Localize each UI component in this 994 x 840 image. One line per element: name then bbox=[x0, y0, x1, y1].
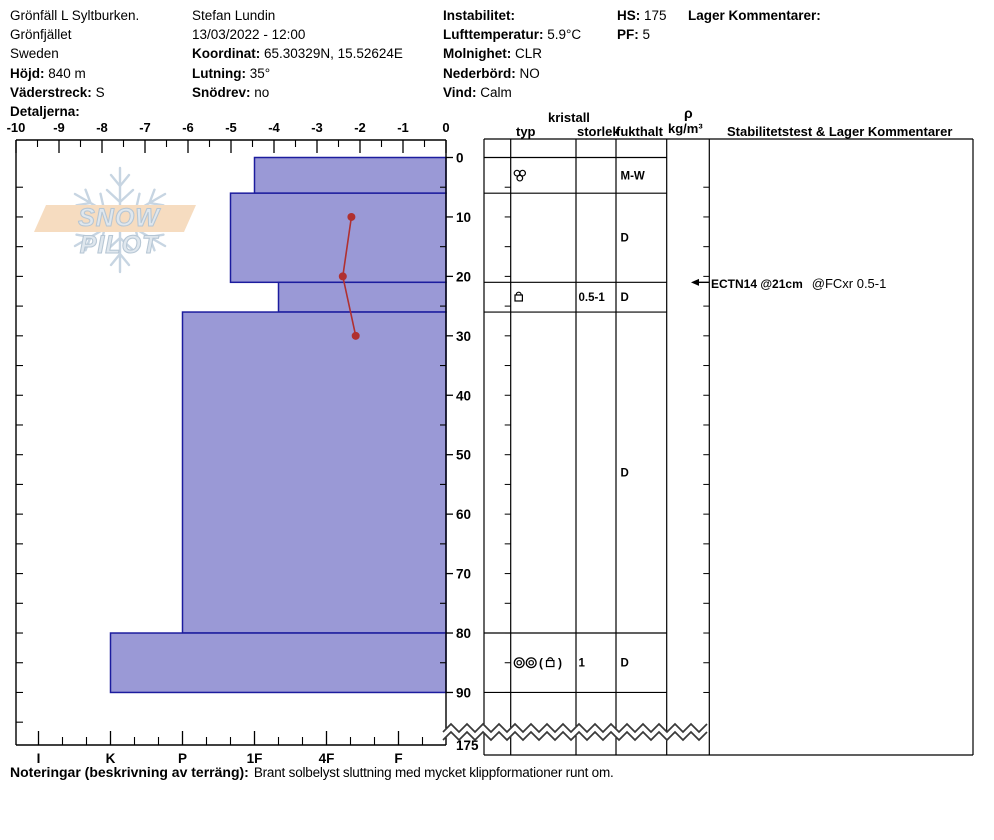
field-precipitation: Nederbörd: NO bbox=[443, 65, 540, 81]
grain-MF-icon bbox=[513, 169, 526, 182]
field-site: Grönfäll L Syltburken. bbox=[10, 8, 140, 23]
storlek-cell: 0.5-1 bbox=[579, 292, 606, 304]
hardness-tick-label: F bbox=[394, 751, 402, 766]
field-datetime: 13/03/2022 - 12:00 bbox=[192, 27, 306, 43]
column-header-typ: typ bbox=[516, 124, 536, 139]
column-header-rho-unit: kg/m³ bbox=[668, 121, 703, 136]
fukthalt-cell: M-W bbox=[621, 170, 645, 182]
depth-break-zigzag-bottom bbox=[442, 730, 708, 742]
depth-break-zigzag-top bbox=[442, 722, 708, 734]
hardness-tick-label: 4F bbox=[319, 751, 335, 766]
depth-break-mask bbox=[443, 724, 707, 740]
header-layer-comments-column: Lager Kommentarer: bbox=[688, 6, 821, 25]
header-hs-column: HS: 175 PF: 5 bbox=[617, 6, 667, 44]
column-header-kristall: kristall bbox=[548, 110, 590, 125]
depth-tick-label: 80 bbox=[456, 626, 471, 641]
field-slope-angle: Lutning: 35° bbox=[192, 65, 271, 81]
temp-tick-label: -5 bbox=[225, 120, 237, 135]
field-details: Detaljerna: bbox=[10, 104, 80, 120]
field-wind: Vind: Calm bbox=[443, 84, 512, 100]
field-coordinates: Koordinat: 65.30329N, 15.52624E bbox=[192, 46, 403, 62]
logo-text: SNOW PILOT bbox=[78, 204, 160, 259]
depth-tick-label: 30 bbox=[456, 329, 471, 344]
notes-text: Brant solbelyst sluttning med mycket kli… bbox=[253, 765, 614, 780]
temp-tick-label: -8 bbox=[96, 120, 108, 135]
header-observer-column: Stefan Lundin 13/03/2022 - 12:00 Koordin… bbox=[192, 6, 403, 102]
depth-tick-label: 10 bbox=[456, 210, 471, 225]
temp-tick-label: -7 bbox=[139, 120, 151, 135]
temp-tick-label: -6 bbox=[182, 120, 194, 135]
snow-layer-bar bbox=[181, 311, 447, 634]
storlek-cell: 1 bbox=[579, 658, 586, 670]
temperature-point bbox=[347, 212, 356, 221]
field-hs: HS: 175 bbox=[617, 8, 667, 23]
field-air-temperature: Lufttemperatur: 5.9°C bbox=[443, 27, 582, 43]
stability-test-annotation: ECTN14 @21cm @FCxr 0.5-1 bbox=[711, 276, 886, 291]
snow-layer-bar bbox=[229, 192, 447, 284]
column-header-stability: Stabilitetstest & Lager Kommentarer bbox=[727, 124, 953, 139]
depth-tick-label: 0 bbox=[456, 151, 464, 166]
field-drifting-snow: Snödrev: no bbox=[192, 84, 270, 100]
temp-tick-label: -2 bbox=[354, 120, 366, 135]
column-header-storlek: storlek bbox=[577, 124, 620, 139]
temperature-point bbox=[351, 331, 360, 340]
field-aspect: Väderstreck: S bbox=[10, 84, 105, 100]
depth-tick-label: 20 bbox=[456, 269, 471, 284]
hardness-tick-label: P bbox=[178, 751, 187, 766]
hardness-tick-label: I bbox=[37, 751, 41, 766]
notes-label: Noteringar (beskrivning av terräng): bbox=[10, 764, 249, 780]
grain-paren: ( bbox=[539, 656, 543, 670]
grain-MFcr-icon bbox=[525, 657, 537, 669]
field-sky-cover: Molnighet: CLR bbox=[443, 46, 543, 62]
grain-MFcr-icon bbox=[513, 657, 525, 669]
header-location-column: Grönfäll L Syltburken. Grönfjället Swede… bbox=[10, 6, 139, 121]
column-header-fukthalt: fukthalt bbox=[616, 124, 663, 139]
fukthalt-cell: D bbox=[621, 233, 629, 245]
depth-tick-label: 90 bbox=[456, 685, 471, 700]
grain-FCxr-icon bbox=[514, 291, 524, 302]
header-weather-column: Instabilitet: Lufttemperatur: 5.9°C Molni… bbox=[443, 6, 581, 102]
depth-tick-label: 60 bbox=[456, 507, 471, 522]
snow-layer-bar bbox=[253, 156, 447, 194]
field-observer: Stefan Lundin bbox=[192, 8, 276, 23]
temp-tick-label: -9 bbox=[53, 120, 65, 135]
snow-layer-bar bbox=[109, 632, 447, 694]
field-country: Sweden bbox=[10, 46, 59, 62]
depth-tick-label: 70 bbox=[456, 567, 471, 582]
field-layer-comments: Lager Kommentarer: bbox=[688, 8, 821, 23]
temp-tick-label: -10 bbox=[7, 120, 26, 135]
grain-paren: ) bbox=[558, 656, 562, 670]
annotation-arrow-head bbox=[691, 278, 699, 286]
temp-tick-label: -3 bbox=[311, 120, 323, 135]
stability-test-grain: @FCxr 0.5-1 bbox=[811, 276, 887, 291]
field-elevation: Höjd: 840 m bbox=[10, 65, 86, 81]
total-snow-height-label: 175 bbox=[456, 738, 479, 753]
temp-tick-label: 0 bbox=[442, 120, 449, 135]
terrain-notes: Noteringar (beskrivning av terräng): Bran… bbox=[10, 764, 614, 780]
hardness-tick-label: K bbox=[106, 751, 116, 766]
temp-tick-label: -1 bbox=[397, 120, 409, 135]
fukthalt-cell: D bbox=[621, 658, 629, 670]
temperature-point bbox=[338, 272, 347, 281]
temp-tick-label: -4 bbox=[268, 120, 280, 135]
column-header-rho: ρ bbox=[684, 105, 693, 121]
fukthalt-cell: D bbox=[621, 468, 629, 480]
depth-tick-label: 50 bbox=[456, 448, 471, 463]
stability-test-result: ECTN14 @21cm bbox=[711, 277, 803, 291]
field-pf: PF: 5 bbox=[617, 27, 651, 43]
field-instability: Instabilitet: bbox=[443, 8, 516, 23]
depth-tick-label: 40 bbox=[456, 388, 471, 403]
grain-FCxr-icon bbox=[545, 657, 555, 668]
field-area: Grönfjället bbox=[10, 27, 72, 43]
hardness-tick-label: 1F bbox=[247, 751, 263, 766]
snow-layer-bar bbox=[277, 281, 447, 313]
fukthalt-cell: D bbox=[621, 292, 629, 304]
